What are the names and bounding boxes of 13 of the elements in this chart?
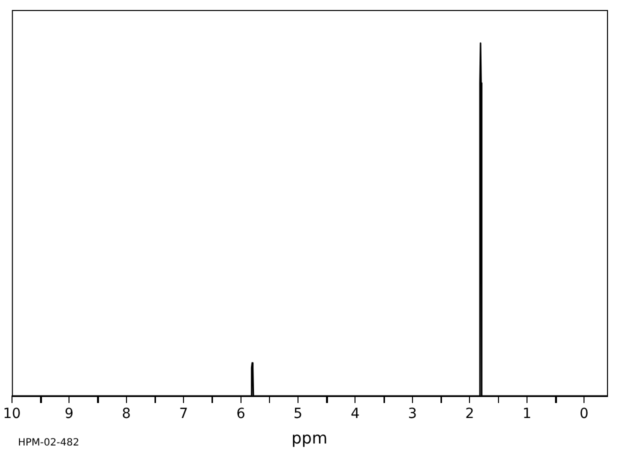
x-tick-label: 3 [408, 406, 417, 422]
x-tick-label: 1 [522, 406, 532, 422]
x-tick-label: 6 [236, 406, 246, 422]
x-axis-title: ppm [292, 428, 328, 448]
x-tick-label: 9 [64, 406, 74, 422]
x-tick-label: 5 [294, 406, 302, 422]
x-tick-label: 0 [580, 406, 589, 422]
x-tick-label: 7 [179, 406, 188, 422]
x-tick-label: 10 [2, 406, 21, 422]
x-tick-label: 8 [122, 406, 131, 422]
x-tick-label: 2 [465, 406, 474, 422]
x-tick-label: 4 [350, 406, 360, 422]
text: HPM-02-482 [18, 438, 80, 449]
